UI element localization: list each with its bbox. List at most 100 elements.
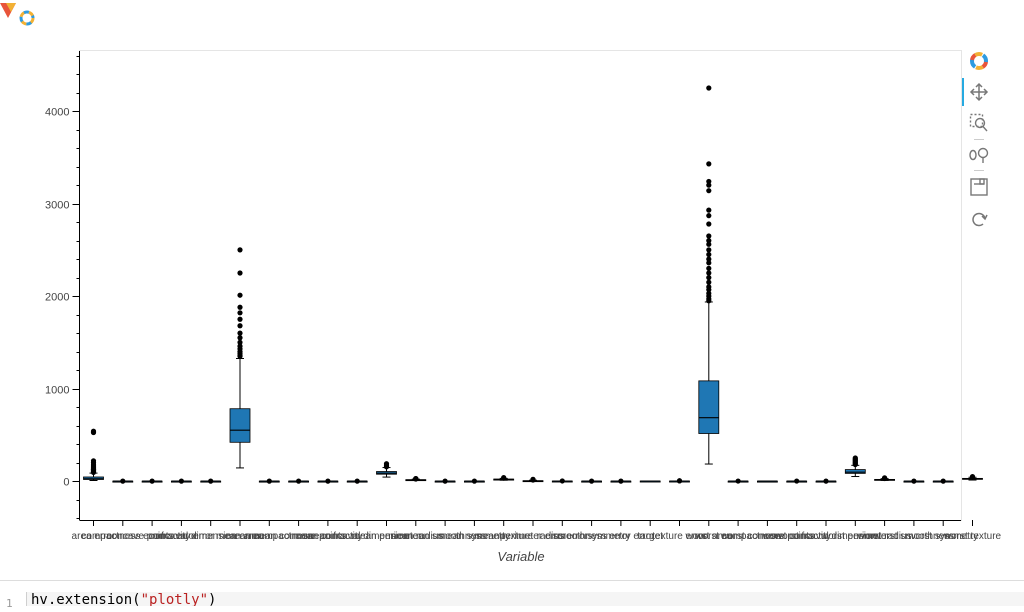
box-group	[639, 480, 661, 483]
code-line[interactable]: hv.extension("plotly")	[26, 592, 1024, 606]
x-tick-label: worst compactness	[694, 531, 781, 542]
line-number: 1	[6, 597, 13, 610]
box-group	[346, 478, 368, 484]
box-group	[141, 478, 163, 484]
holoviews-logo-icon	[0, 3, 35, 26]
box-group	[786, 478, 808, 484]
x-tick-label: mean radius	[388, 531, 443, 542]
boxes-layer	[83, 85, 983, 484]
outlier-point	[208, 478, 214, 484]
outlier-point	[237, 247, 243, 253]
box-iqr	[698, 380, 720, 434]
x-tick-label: worst texture	[943, 531, 1002, 542]
x-tick-label: worst concavity	[762, 531, 831, 542]
outlier-point	[823, 478, 829, 484]
x-tick-label: mean concavity	[293, 531, 362, 542]
x-tick-label: concave points error	[107, 531, 198, 542]
box-group	[844, 455, 866, 478]
outlier-point	[237, 343, 243, 349]
x-tick-label: mean perimeter	[351, 531, 422, 542]
box-group	[551, 478, 573, 484]
reset-icon[interactable]	[966, 207, 992, 233]
x-tick-label: worst fractal dimension	[774, 531, 877, 542]
outlier-point	[706, 256, 712, 262]
box-group	[669, 478, 690, 484]
outlier-point	[969, 474, 976, 480]
toolbar-separator	[974, 170, 984, 171]
x-tick-label: mean symmetry	[439, 531, 510, 542]
x-tick-label: worst concave points	[720, 531, 814, 542]
x-tick-label: mean fractal dimension	[306, 531, 409, 542]
x-tick-label: mean smoothness	[404, 531, 486, 542]
x-tick-label: worst radius	[857, 531, 912, 542]
wheel-zoom-icon[interactable]	[966, 142, 992, 168]
x-tick-label: area error	[72, 531, 117, 542]
outlier-point	[706, 275, 712, 281]
x-tick-label: fractal dimension error	[161, 531, 261, 542]
code-prefix: hv.extension(	[31, 592, 141, 606]
plot-toolbar	[958, 44, 998, 244]
x-tick-label: compactness error	[81, 531, 164, 542]
box-group	[815, 478, 837, 484]
box-group	[405, 475, 427, 482]
outlier-point	[706, 260, 712, 266]
outlier-point	[706, 161, 712, 167]
box-group	[83, 428, 104, 482]
x-tick-label: concavity error	[149, 531, 215, 542]
x-tick-label: mean compactness	[226, 531, 313, 542]
outlier-point	[589, 478, 595, 484]
box-group	[962, 474, 983, 481]
box-group	[434, 478, 456, 484]
outlier-point	[237, 335, 243, 341]
outlier-point	[530, 476, 536, 482]
y-tick-label: 1000	[45, 385, 69, 397]
outlier-point	[706, 265, 712, 271]
outlier-point	[706, 233, 712, 239]
x-tick-label: worst symmetry	[907, 531, 978, 542]
box-group	[727, 478, 749, 484]
code-cell[interactable]: 1 hv.extension("plotly")	[0, 592, 1024, 610]
outlier-point	[676, 478, 683, 484]
code-suffix: )	[208, 592, 217, 606]
outlier-point	[237, 323, 243, 329]
box-iqr	[229, 408, 251, 443]
toolbar-separator	[974, 139, 984, 140]
x-axis-label: Variable	[497, 549, 544, 564]
box-group	[522, 476, 544, 483]
box-group	[170, 478, 192, 484]
outlier-point	[706, 247, 712, 253]
outlier-point	[90, 428, 97, 434]
outlier-point	[706, 284, 712, 290]
x-tick-label: worst area	[684, 531, 732, 542]
box-zoom-icon[interactable]	[966, 110, 992, 136]
active-tool-indicator	[962, 78, 964, 106]
save-icon[interactable]	[966, 174, 992, 200]
bokeh-logo-icon[interactable]	[966, 48, 992, 74]
x-tick-label: texture error	[652, 531, 707, 542]
box-group	[317, 478, 339, 484]
outlier-point	[354, 478, 360, 484]
box-group	[376, 461, 397, 478]
outlier-point	[706, 290, 712, 296]
box-iqr	[844, 469, 866, 474]
outlier-point	[911, 478, 917, 484]
y-tick-label: 2000	[45, 292, 69, 304]
pan-icon[interactable]	[966, 79, 992, 105]
outlier-point	[706, 270, 712, 276]
outlier-point	[706, 279, 712, 285]
x-tick-label: perimeter error	[500, 531, 567, 542]
x-tick-label: smoothness error	[553, 531, 631, 542]
box-group	[463, 478, 485, 484]
code-string: "plotly"	[140, 592, 209, 606]
outlier-point	[882, 475, 888, 481]
outlier-point	[706, 207, 712, 213]
box-group	[932, 478, 954, 484]
x-tick-label: symmetry error	[587, 531, 655, 542]
outlier-point	[237, 292, 243, 298]
box-iqr	[83, 476, 104, 480]
outlier-point	[706, 182, 712, 188]
outlier-point	[706, 251, 712, 258]
box-group	[757, 480, 778, 483]
outlier-point	[296, 478, 302, 484]
